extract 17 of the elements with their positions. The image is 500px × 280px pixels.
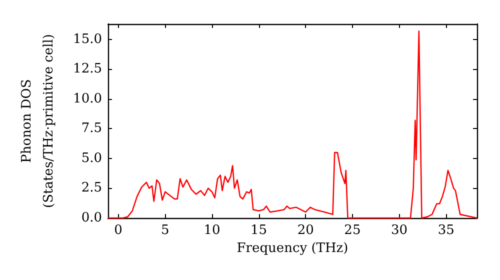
y-tick-label: 15.0 bbox=[73, 32, 102, 47]
x-tick-label: 15 bbox=[250, 223, 268, 238]
x-axis-title: Frequency (THz) bbox=[236, 240, 348, 256]
y-tick-label: 10.0 bbox=[73, 91, 102, 106]
x-tick-label: 20 bbox=[297, 223, 314, 238]
y-tick-label: 2.5 bbox=[81, 180, 102, 196]
x-tick-label: 25 bbox=[344, 223, 361, 238]
y-tick-label: 7.5 bbox=[81, 121, 102, 136]
x-tick-label: 30 bbox=[390, 223, 408, 238]
x-tick-label: 35 bbox=[438, 223, 454, 238]
y-tick-label: 0.0 bbox=[81, 210, 102, 226]
y-tick-label: 12.5 bbox=[73, 62, 102, 77]
y-tick-label: 5.0 bbox=[81, 150, 102, 166]
x-tick-label: 5 bbox=[160, 223, 170, 238]
x-tick-label: 10 bbox=[204, 223, 220, 238]
y-axis-title: Phonon DOS (States/THz·primitive cell) bbox=[20, 34, 56, 208]
x-tick-label: 0 bbox=[114, 223, 122, 238]
